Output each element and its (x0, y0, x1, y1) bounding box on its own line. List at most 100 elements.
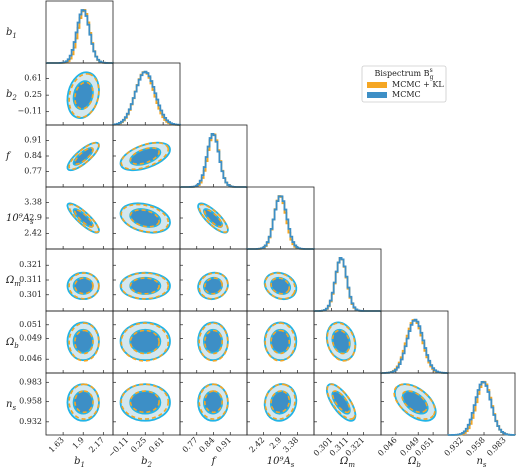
axis-label-subscript: m (348, 461, 355, 469)
axis-label-subscript: m (14, 280, 21, 288)
axis-label: ns (476, 456, 486, 470)
axis-label-symbol: Ω (5, 337, 14, 348)
axis-label-subscript: s (483, 461, 487, 469)
contour-95 (68, 73, 100, 119)
axis-label-symbol: b (141, 456, 147, 467)
contour-68 (74, 209, 94, 228)
y-tick-label: 0.958 (19, 397, 42, 406)
panel-frame (45, 0, 114, 64)
contour-68 (74, 81, 94, 110)
contour-95 (326, 383, 356, 420)
marginal-histogram (247, 195, 314, 250)
legend-label: MCMC (392, 90, 421, 99)
contour-95 (68, 383, 100, 420)
contour-95 (264, 383, 296, 420)
contour-95 (120, 141, 170, 171)
x-tick-label: 0.61 (147, 435, 166, 454)
axis-label-subscript: b (416, 461, 421, 469)
axis-label: Ωm (339, 456, 355, 470)
axis-label-symbol: Ω (339, 456, 348, 467)
marginal-histogram (180, 133, 247, 188)
x-tick-label: 0.84 (197, 435, 216, 454)
axis-label-symbol: 10⁹A (6, 213, 30, 224)
contour-95 (393, 383, 436, 420)
y-tick-label: 0.983 (19, 377, 42, 386)
legend-title-sub: g (430, 74, 434, 81)
y-tick-label: 0.61 (24, 74, 42, 83)
axis-label: Ωm (5, 275, 21, 289)
axis-label-symbol: n (476, 456, 482, 467)
contour-68 (129, 209, 160, 228)
legend-swatch (367, 82, 387, 88)
contour-68 (129, 147, 162, 166)
contour-68 (129, 390, 160, 414)
y-tick-label: −0.11 (17, 107, 42, 116)
y-tick-label: 0.051 (19, 320, 42, 329)
legend-label: MCMC + KL (392, 80, 444, 89)
contour-95 (68, 322, 100, 362)
x-tick-label: 3.38 (281, 435, 300, 454)
x-tick-label: 0.932 (443, 435, 466, 458)
axis-label-symbol: 10⁹A (267, 456, 291, 467)
contour-68 (203, 390, 224, 414)
x-tick-label: 0.91 (214, 435, 233, 454)
y-tick-label: 0.301 (19, 290, 42, 299)
axis-label: ns (6, 399, 16, 413)
legend-title-sup: s (430, 67, 433, 74)
marginal-histogram (313, 256, 381, 312)
axis-label: 10⁹As (267, 456, 295, 470)
contour-95 (264, 272, 296, 300)
contour-95 (198, 383, 229, 420)
marginal-histogram (380, 319, 449, 374)
contour-68 (72, 276, 94, 295)
marginal-histogram (180, 132, 247, 188)
axis-label: f (211, 456, 218, 467)
axis-label: f (5, 151, 12, 162)
y-tick-label: 0.77 (24, 167, 42, 176)
contour-68 (74, 277, 94, 295)
axis-label-subscript: s (291, 461, 295, 469)
axis-label: Ωb (407, 456, 421, 470)
contour-95 (120, 272, 170, 300)
contour-68 (331, 329, 351, 355)
axis-label-subscript: s (12, 404, 16, 412)
axis-label-subscript: 1 (12, 32, 16, 40)
axis-label-subscript: b (14, 342, 19, 350)
axis-label-symbol: b (6, 89, 12, 100)
x-tick-label: 1.9 (71, 435, 86, 450)
marginal-histogram (380, 318, 449, 374)
contour-68 (401, 390, 428, 414)
marginal-histogram (112, 70, 181, 126)
contour-95 (120, 322, 170, 362)
contour-95 (68, 203, 100, 233)
x-tick-label: 0.046 (376, 435, 399, 458)
axis-label-symbol: f (5, 151, 12, 162)
contour-68 (331, 390, 351, 414)
marginal-histogram (46, 9, 114, 64)
contour-68 (203, 209, 224, 228)
y-tick-label: 0.932 (19, 417, 42, 426)
axis-label: Ωb (5, 337, 19, 351)
x-tick-label: 2.17 (87, 435, 106, 454)
axis-label: b1 (74, 456, 85, 470)
axis-label-subscript: 1 (80, 461, 84, 469)
y-tick-label: 0.049 (19, 334, 42, 343)
contour-68 (129, 147, 160, 165)
legend-swatch (367, 92, 387, 98)
axis-label: b1 (6, 27, 17, 41)
y-tick-label: 0.91 (24, 136, 42, 145)
axis-label-symbol: Ω (5, 275, 14, 286)
marginal-histogram (447, 380, 516, 436)
contour-68 (203, 277, 224, 295)
y-tick-label: 0.25 (24, 90, 42, 99)
marginal-histogram (112, 70, 181, 126)
legend-title: Bispectrum Bs g (374, 67, 433, 81)
axis-label-symbol: f (211, 456, 218, 467)
contour-68 (129, 329, 160, 355)
marginal-histogram (447, 380, 516, 436)
contour-68 (129, 277, 160, 295)
y-tick-label: 0.84 (24, 151, 42, 160)
x-tick-label: 1.63 (47, 435, 66, 454)
axis-label-symbol: Ω (407, 456, 416, 467)
